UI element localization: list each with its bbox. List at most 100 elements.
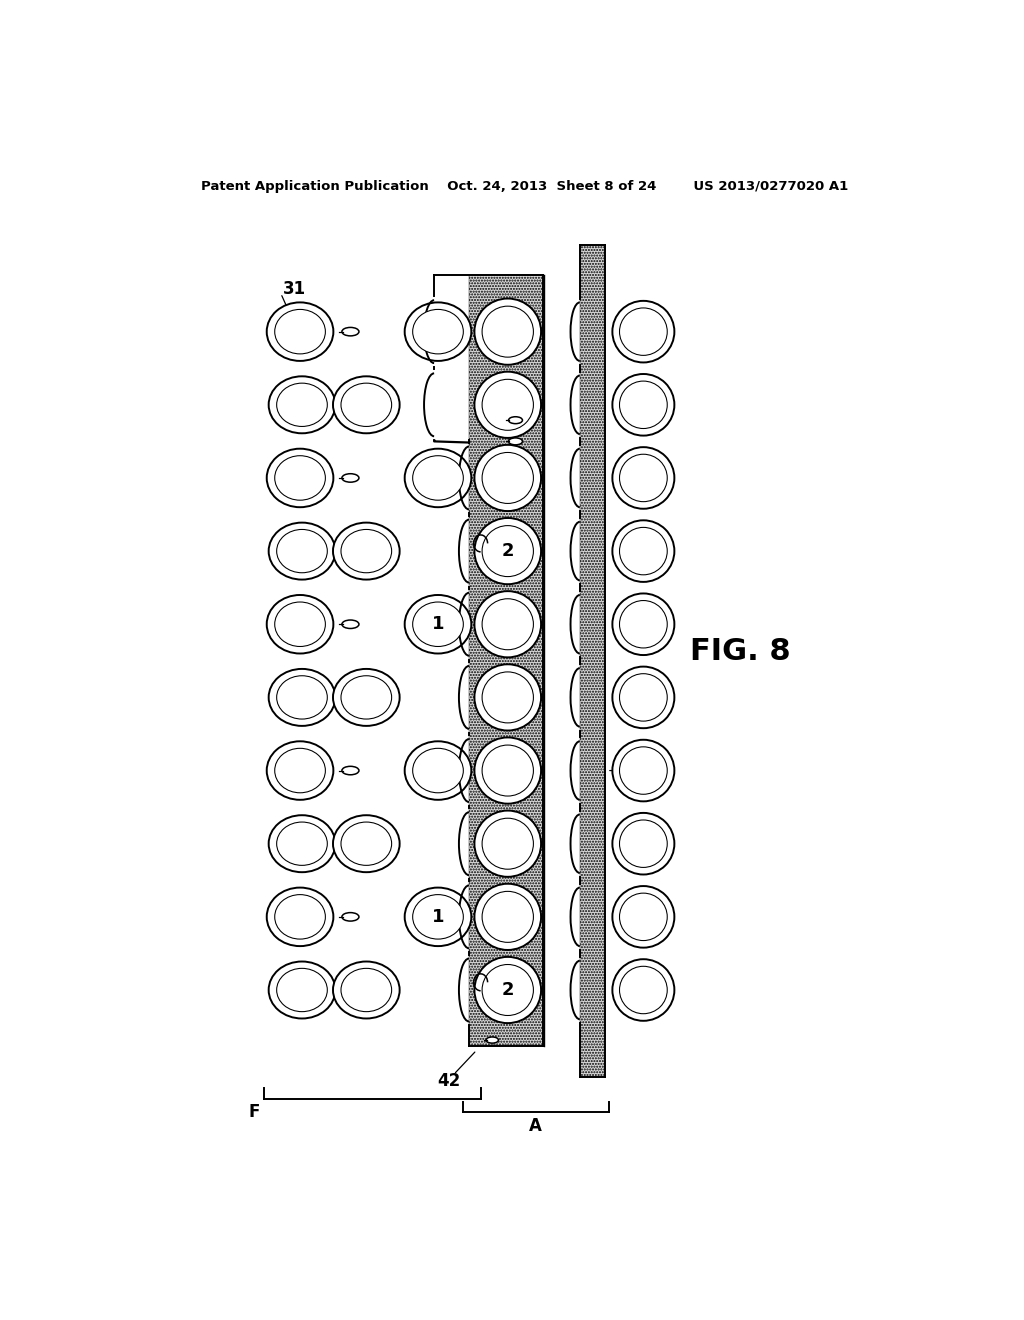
Ellipse shape <box>266 595 334 653</box>
Circle shape <box>612 886 675 948</box>
Circle shape <box>482 744 534 796</box>
Circle shape <box>620 601 668 648</box>
Circle shape <box>612 520 675 582</box>
Ellipse shape <box>404 302 471 360</box>
Circle shape <box>612 594 675 655</box>
Ellipse shape <box>509 438 522 445</box>
Ellipse shape <box>268 376 335 433</box>
Text: 42: 42 <box>437 1072 461 1090</box>
Circle shape <box>612 739 675 801</box>
Ellipse shape <box>413 309 463 354</box>
Circle shape <box>474 517 541 585</box>
Bar <box>580 244 604 1077</box>
Bar <box>469 276 543 1047</box>
Ellipse shape <box>413 602 463 647</box>
Circle shape <box>474 445 541 511</box>
Circle shape <box>612 301 675 363</box>
Bar <box>580 244 604 1077</box>
Circle shape <box>474 957 541 1023</box>
Ellipse shape <box>266 742 334 800</box>
Circle shape <box>612 374 675 436</box>
Circle shape <box>482 306 534 358</box>
Ellipse shape <box>276 676 328 719</box>
Text: A: A <box>529 1117 542 1134</box>
Ellipse shape <box>333 961 399 1019</box>
Text: 1: 1 <box>432 615 444 634</box>
Ellipse shape <box>276 529 328 573</box>
Ellipse shape <box>342 767 359 775</box>
Ellipse shape <box>342 912 359 921</box>
Circle shape <box>482 599 534 649</box>
Circle shape <box>482 379 534 430</box>
Ellipse shape <box>276 969 328 1011</box>
Ellipse shape <box>274 895 326 939</box>
Circle shape <box>482 672 534 723</box>
Circle shape <box>612 960 675 1020</box>
Ellipse shape <box>404 449 471 507</box>
Circle shape <box>482 891 534 942</box>
Circle shape <box>620 308 668 355</box>
Text: 1: 1 <box>432 908 444 925</box>
Circle shape <box>620 894 668 941</box>
Ellipse shape <box>342 327 359 335</box>
Circle shape <box>620 820 668 867</box>
Circle shape <box>474 738 541 804</box>
Ellipse shape <box>333 523 399 579</box>
Ellipse shape <box>276 383 328 426</box>
Ellipse shape <box>342 474 359 482</box>
Circle shape <box>620 747 668 795</box>
Circle shape <box>482 818 534 869</box>
Ellipse shape <box>486 1038 499 1043</box>
Circle shape <box>474 298 541 364</box>
Ellipse shape <box>341 676 391 719</box>
Circle shape <box>620 528 668 574</box>
Circle shape <box>474 664 541 730</box>
Ellipse shape <box>342 620 359 628</box>
Ellipse shape <box>404 595 471 653</box>
Circle shape <box>474 372 541 438</box>
Ellipse shape <box>404 887 471 946</box>
Text: 31: 31 <box>283 280 306 298</box>
Ellipse shape <box>268 961 335 1019</box>
Ellipse shape <box>274 748 326 793</box>
Ellipse shape <box>266 302 334 360</box>
Ellipse shape <box>274 309 326 354</box>
Ellipse shape <box>274 455 326 500</box>
Circle shape <box>620 454 668 502</box>
Ellipse shape <box>333 376 399 433</box>
Circle shape <box>612 447 675 508</box>
Ellipse shape <box>333 669 399 726</box>
Circle shape <box>482 453 534 503</box>
Ellipse shape <box>413 455 463 500</box>
Ellipse shape <box>404 742 471 800</box>
Ellipse shape <box>509 417 522 424</box>
Text: Patent Application Publication    Oct. 24, 2013  Sheet 8 of 24        US 2013/02: Patent Application Publication Oct. 24, … <box>201 181 849 194</box>
Ellipse shape <box>341 383 391 426</box>
Ellipse shape <box>276 822 328 866</box>
Circle shape <box>612 813 675 875</box>
Ellipse shape <box>268 816 335 873</box>
Ellipse shape <box>341 529 391 573</box>
Circle shape <box>474 810 541 876</box>
Ellipse shape <box>266 449 334 507</box>
Ellipse shape <box>413 748 463 793</box>
Circle shape <box>482 525 534 577</box>
Text: FIG. 8: FIG. 8 <box>690 636 791 665</box>
Ellipse shape <box>341 969 391 1011</box>
Ellipse shape <box>274 602 326 647</box>
Circle shape <box>474 591 541 657</box>
Text: 2: 2 <box>502 981 514 999</box>
Text: 41: 41 <box>647 762 671 780</box>
Ellipse shape <box>341 822 391 866</box>
Ellipse shape <box>268 523 335 579</box>
Circle shape <box>620 966 668 1014</box>
Text: 2: 2 <box>502 543 514 560</box>
Bar <box>469 276 543 1047</box>
Ellipse shape <box>413 895 463 939</box>
Circle shape <box>482 965 534 1015</box>
Ellipse shape <box>266 887 334 946</box>
Circle shape <box>620 673 668 721</box>
Circle shape <box>474 884 541 950</box>
Ellipse shape <box>333 816 399 873</box>
Circle shape <box>620 381 668 429</box>
